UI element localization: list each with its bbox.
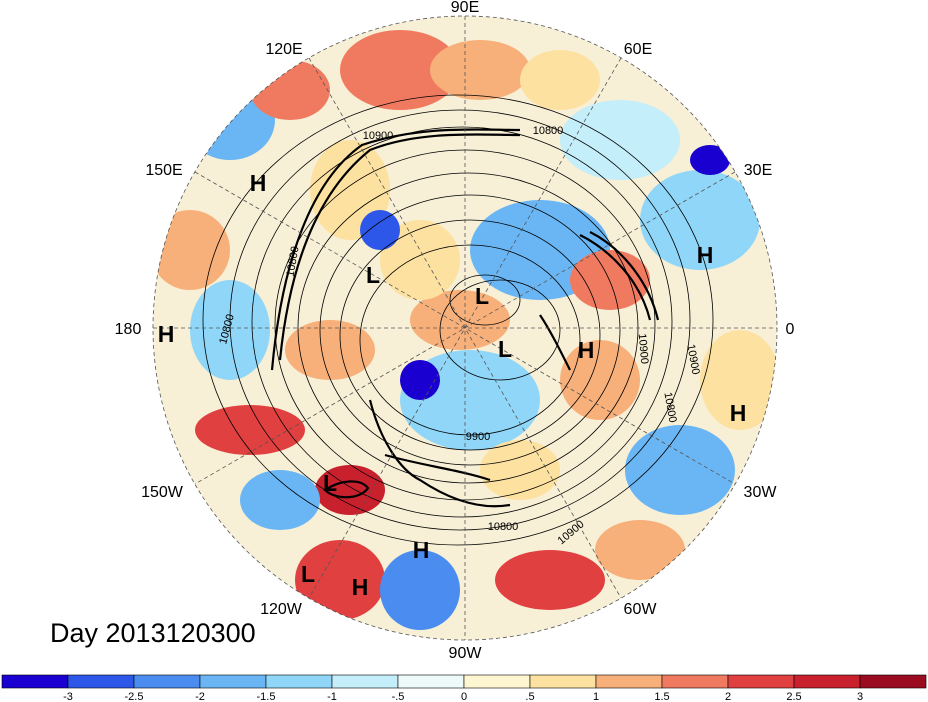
contour-label: 9900 [466,431,490,443]
lon-label-150w: 150W [141,484,184,501]
colorbar-swatch [529,674,597,689]
low-center: L [498,336,512,362]
colorbar-tick-label: .5 [525,691,534,702]
colorbar-tick-label: 0 [461,691,467,702]
contour-label: 10800 [533,125,564,137]
colorbar-swatch [859,674,927,689]
colorbar-tick-label: 3 [857,691,863,702]
colorbar: -3 -2.5 -2 -1.5 -1 -.5 0 .5 1 1.5 2 2.5 3 [1,674,927,702]
colorbar-swatch [133,674,201,689]
colorbar-tick-label: -.5 [392,691,405,702]
colorbar-tick-label: 2.5 [786,691,801,702]
low-center: L [475,283,489,309]
lon-label-150e: 150E [145,162,182,179]
lon-label-120w: 120W [260,601,303,618]
contour-label: 10900 [363,130,394,142]
colorbar-swatch [397,674,465,689]
high-center: H [352,574,369,600]
lon-label-0: 0 [786,321,795,338]
high-center: H [578,337,595,363]
contour-label: 10900 [684,343,701,375]
jet-streaks [270,128,660,508]
colorbar-tick-label: 1.5 [654,691,669,702]
colorbar-tick-label: -1 [327,691,337,702]
lon-label-60e: 60E [624,41,652,58]
colorbar-swatch [265,674,333,689]
colorbar-swatch [595,674,663,689]
colorbar-tick-label: 2 [725,691,731,702]
contour-label: 10800 [284,245,301,277]
lon-label-30e: 30E [744,162,772,179]
colorbar-swatch [199,674,267,689]
colorbar-swatch [331,674,399,689]
colorbar-tick-label: -2 [195,691,205,702]
high-center: H [413,537,430,563]
colorbar-tick-label: -1.5 [257,691,276,702]
high-center: H [250,170,267,196]
graticule [152,15,778,641]
colorbar-swatch [661,674,729,689]
colorbar-swatch [67,674,135,689]
contour-label: 10800 [661,391,678,423]
low-center: L [366,262,380,288]
lon-label-30w: 30W [744,484,778,501]
colorbar-swatch [463,674,531,689]
colorbar-tick-label: 1 [593,691,599,702]
lon-label-180: 180 [115,321,142,338]
high-center: H [730,400,747,426]
colorbar-tick-label: -2.5 [125,691,144,702]
colorbar-swatch [727,674,795,689]
high-center: H [697,242,714,268]
date-label: Day 2013120300 [50,618,256,648]
lon-label-90e: 90E [451,0,479,16]
lon-label-90w: 90W [449,645,483,662]
low-center: L [323,470,337,496]
low-center: L [301,561,315,587]
lon-label-60w: 60W [624,601,658,618]
high-center: H [158,321,175,347]
contour-label: 10900 [636,333,651,365]
colorbar-swatch [1,674,69,689]
colorbar-swatch [793,674,861,689]
lon-label-120e: 120E [265,41,302,58]
contour-label: 10800 [488,521,519,533]
colorbar-tick-label: -3 [63,691,73,702]
